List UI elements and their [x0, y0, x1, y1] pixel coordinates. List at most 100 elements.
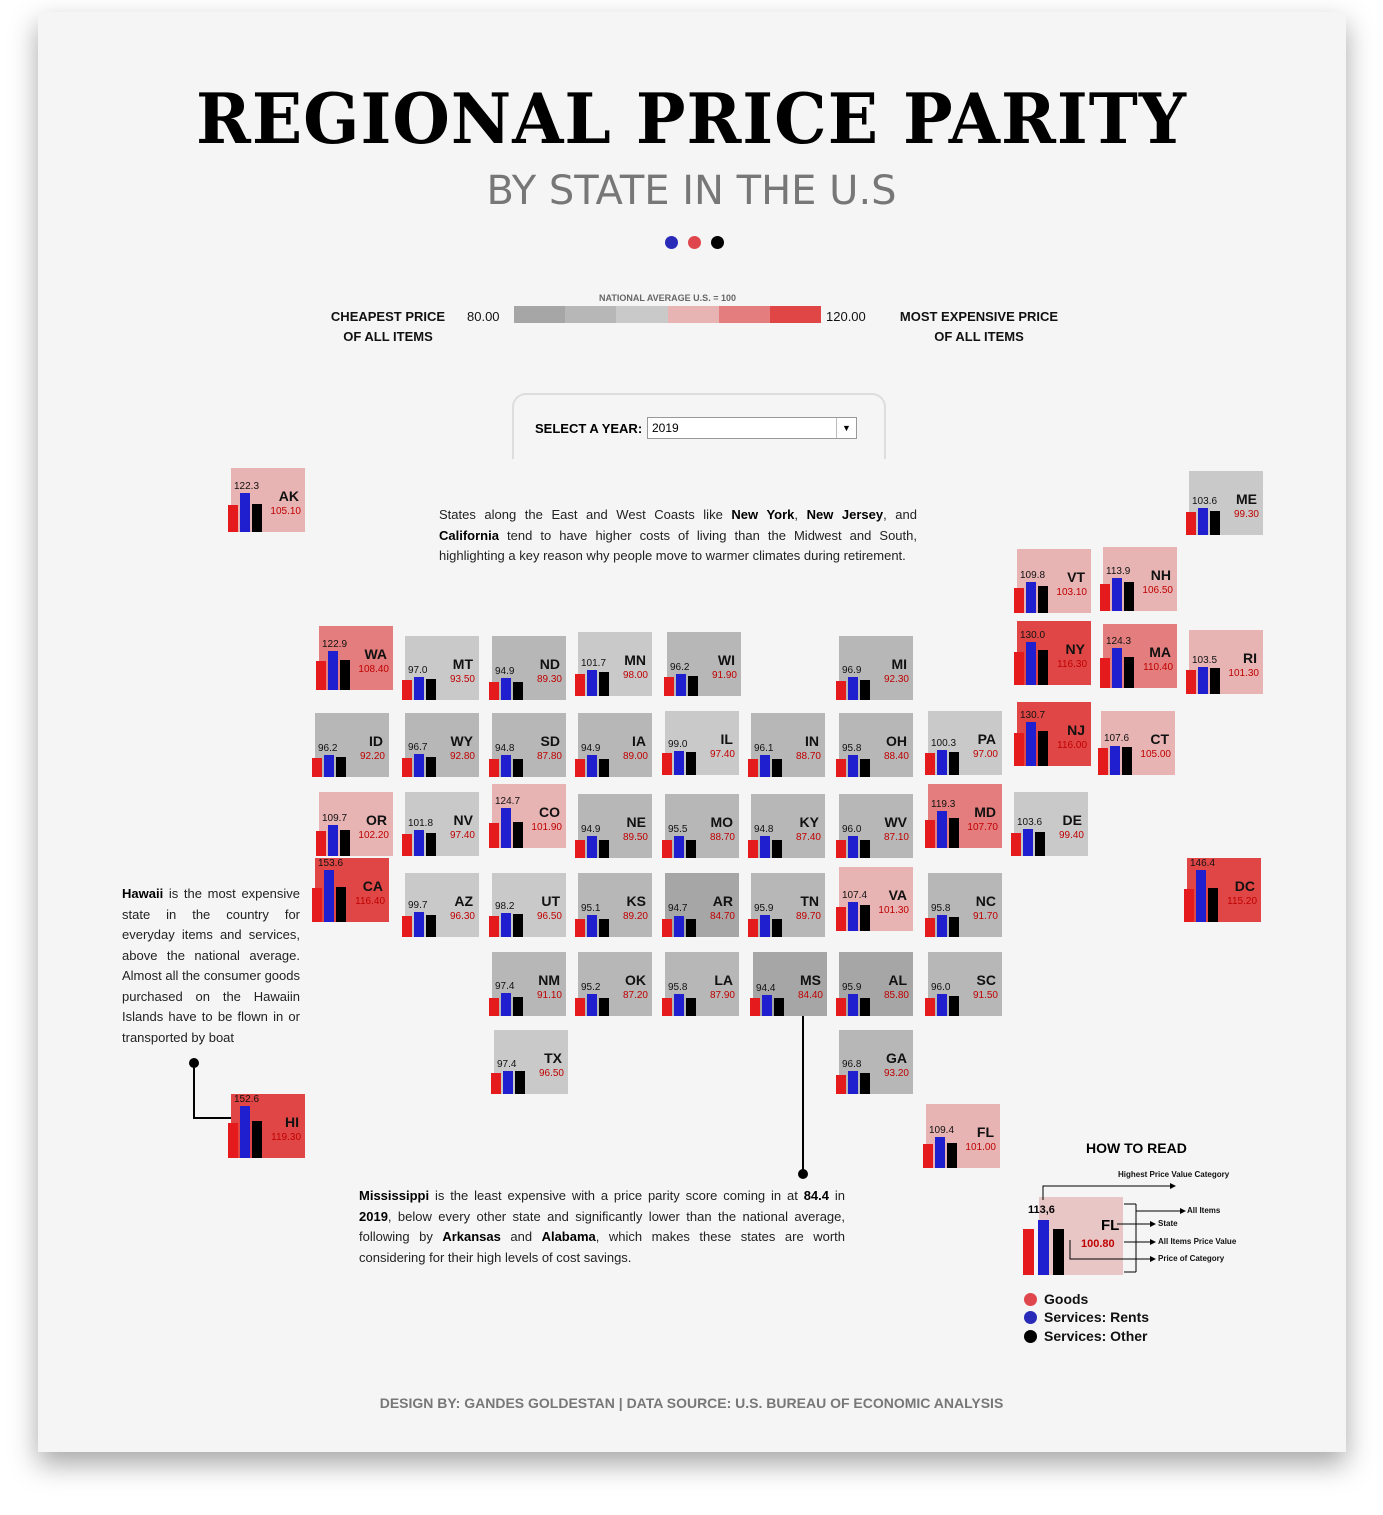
state-tile-co[interactable]: 124.7 CO 101.90	[489, 784, 566, 848]
bar-rents	[848, 754, 858, 777]
all-items-value: 97.40	[709, 749, 735, 760]
bar-other	[860, 759, 870, 777]
example-bar-goods	[1023, 1229, 1034, 1275]
state-tile-ma[interactable]: 124.3 MA 110.40	[1100, 624, 1177, 688]
state-abbr: TN	[800, 893, 819, 909]
state-abbr: KS	[626, 893, 646, 909]
bar-goods	[489, 759, 499, 777]
max-category-value: 94.4	[756, 982, 776, 994]
chevron-down-icon[interactable]: ▼	[836, 418, 856, 438]
all-items-value: 89.20	[622, 911, 648, 922]
state-tile-al[interactable]: 95.9 AL 85.80	[836, 952, 913, 1016]
state-tile-nj[interactable]: 130.7 NJ 116.00	[1014, 702, 1091, 766]
state-tile-mn[interactable]: 101.7 MN 98.00	[575, 632, 652, 696]
bar-rents	[937, 993, 947, 1016]
state-tile-ny[interactable]: 130.0 NY 116.30	[1014, 621, 1091, 685]
bar-goods	[228, 1122, 238, 1158]
year-selector-label: SELECT A YEAR:	[535, 421, 643, 436]
state-tile-wa[interactable]: 122.9 WA 108.40	[316, 626, 393, 690]
max-category-value: 96.2	[318, 742, 338, 754]
state-abbr: NM	[538, 972, 560, 988]
state-tile-nm[interactable]: 97.4 NM 91.10	[489, 952, 566, 1016]
state-tile-wv[interactable]: 96.0 WV 87.10	[836, 794, 913, 858]
bar-goods	[662, 998, 672, 1016]
state-tile-tn[interactable]: 95.9 TN 89.70	[748, 873, 825, 937]
state-abbr: MN	[624, 652, 646, 668]
state-tile-nd[interactable]: 94.9 ND 89.30	[489, 636, 566, 700]
bar-rents	[937, 811, 947, 848]
bar-other	[599, 759, 609, 777]
max-category-value: 109.8	[1020, 570, 1046, 582]
bar-other	[772, 918, 782, 937]
state-tile-ks[interactable]: 95.1 KS 89.20	[575, 873, 652, 937]
bar-rents	[501, 992, 511, 1016]
bar-rents	[1112, 577, 1122, 611]
other-dot-icon	[711, 236, 724, 249]
state-tile-wy[interactable]: 96.7 WY 92.80	[402, 713, 479, 777]
example-rpp: 100.80	[1081, 1238, 1115, 1250]
howto-price-category-label: Price of Category	[1158, 1254, 1225, 1263]
state-tile-sc[interactable]: 96.0 SC 91.50	[925, 952, 1002, 1016]
all-items-value: 96.50	[538, 1068, 564, 1079]
state-tile-pa[interactable]: 100.3 PA 97.00	[925, 711, 1002, 775]
state-abbr: NH	[1150, 567, 1171, 583]
state-tile-ga[interactable]: 96.8 GA 93.20	[836, 1030, 913, 1094]
state-tile-mo[interactable]: 95.5 MO 88.70	[662, 794, 739, 858]
bar-goods	[748, 759, 758, 777]
state-tile-wi[interactable]: 96.2 WI 91.90	[664, 632, 741, 696]
state-tile-nc[interactable]: 95.8 NC 91.70	[925, 873, 1002, 937]
bar-goods	[575, 919, 585, 937]
state-tile-la[interactable]: 95.8 LA 87.90	[662, 952, 739, 1016]
state-tile-ca[interactable]: 153.6 CA 116.40	[312, 858, 389, 922]
bar-goods	[1186, 669, 1196, 694]
bar-goods	[491, 1072, 501, 1094]
state-tile-me[interactable]: 103.6 ME 99.30	[1186, 471, 1263, 535]
state-tile-oh[interactable]: 95.8 OH 88.40	[836, 713, 913, 777]
state-tile-ct[interactable]: 107.6 CT 105.00	[1098, 711, 1175, 775]
state-tile-ne[interactable]: 94.9 NE 89.50	[575, 794, 652, 858]
state-tile-mt[interactable]: 97.0 MT 93.50	[402, 636, 479, 700]
state-tile-ky[interactable]: 94.8 KY 87.40	[748, 794, 825, 858]
all-items-value: 96.30	[449, 911, 475, 922]
max-category-value: 97.4	[497, 1058, 517, 1070]
state-tile-ak[interactable]: 122.3 AK 105.10	[228, 468, 305, 532]
year-select[interactable]: 2019	[647, 417, 857, 439]
state-tile-id[interactable]: 96.2 ID 92.20	[312, 713, 389, 777]
bar-other	[1035, 831, 1045, 856]
state-tile-hi[interactable]: 152.6 HI 119.30	[228, 1094, 305, 1158]
state-tile-ut[interactable]: 98.2 UT 96.50	[489, 873, 566, 937]
state-tile-ms[interactable]: 94.4 MS 84.40	[750, 952, 827, 1016]
state-tile-vt[interactable]: 109.8 VT 103.10	[1014, 549, 1091, 613]
state-tile-in[interactable]: 96.1 IN 88.70	[748, 713, 825, 777]
max-category-value: 103.6	[1192, 495, 1218, 507]
state-tile-dc[interactable]: 146.4 DC 115.20	[1184, 858, 1261, 922]
state-tile-sd[interactable]: 94.8 SD 87.80	[489, 713, 566, 777]
state-tile-mi[interactable]: 96.9 MI 92.30	[836, 636, 913, 700]
state-tile-nh[interactable]: 113.9 NH 106.50	[1100, 547, 1177, 611]
bar-rents	[760, 754, 770, 777]
bar-other	[772, 840, 782, 858]
state-tile-az[interactable]: 99.7 AZ 96.30	[402, 873, 479, 937]
state-tile-fl[interactable]: 109.4 FL 101.00	[923, 1104, 1000, 1168]
state-tile-tx[interactable]: 97.4 TX 96.50	[491, 1030, 568, 1094]
state-tile-or[interactable]: 109.7 OR 102.20	[316, 792, 393, 856]
bar-rents	[414, 677, 424, 700]
state-tile-md[interactable]: 119.3 MD 107.70	[925, 784, 1002, 848]
all-items-value: 97.00	[972, 749, 998, 760]
state-tile-va[interactable]: 107.4 VA 101.30	[836, 867, 913, 931]
state-tile-ri[interactable]: 103.5 RI 101.30	[1186, 630, 1263, 694]
state-tile-ok[interactable]: 95.2 OK 87.20	[575, 952, 652, 1016]
state-tile-ia[interactable]: 94.9 IA 89.00	[575, 713, 652, 777]
all-items-value: 88.40	[883, 751, 909, 762]
how-to-read-title: HOW TO READ	[1086, 1140, 1187, 1156]
state-tile-il[interactable]: 99.0 IL 97.40	[662, 711, 739, 775]
max-category-value: 99.0	[668, 738, 688, 750]
state-abbr: ND	[539, 656, 560, 672]
state-tile-de[interactable]: 103.6 DE 99.40	[1011, 792, 1088, 856]
bar-goods	[402, 834, 412, 856]
state-abbr: IA	[632, 733, 646, 749]
max-category-value: 107.4	[842, 889, 868, 901]
bar-rents	[848, 901, 858, 931]
state-tile-nv[interactable]: 101.8 NV 97.40	[402, 792, 479, 856]
state-tile-ar[interactable]: 94.7 AR 84.70	[662, 873, 739, 937]
